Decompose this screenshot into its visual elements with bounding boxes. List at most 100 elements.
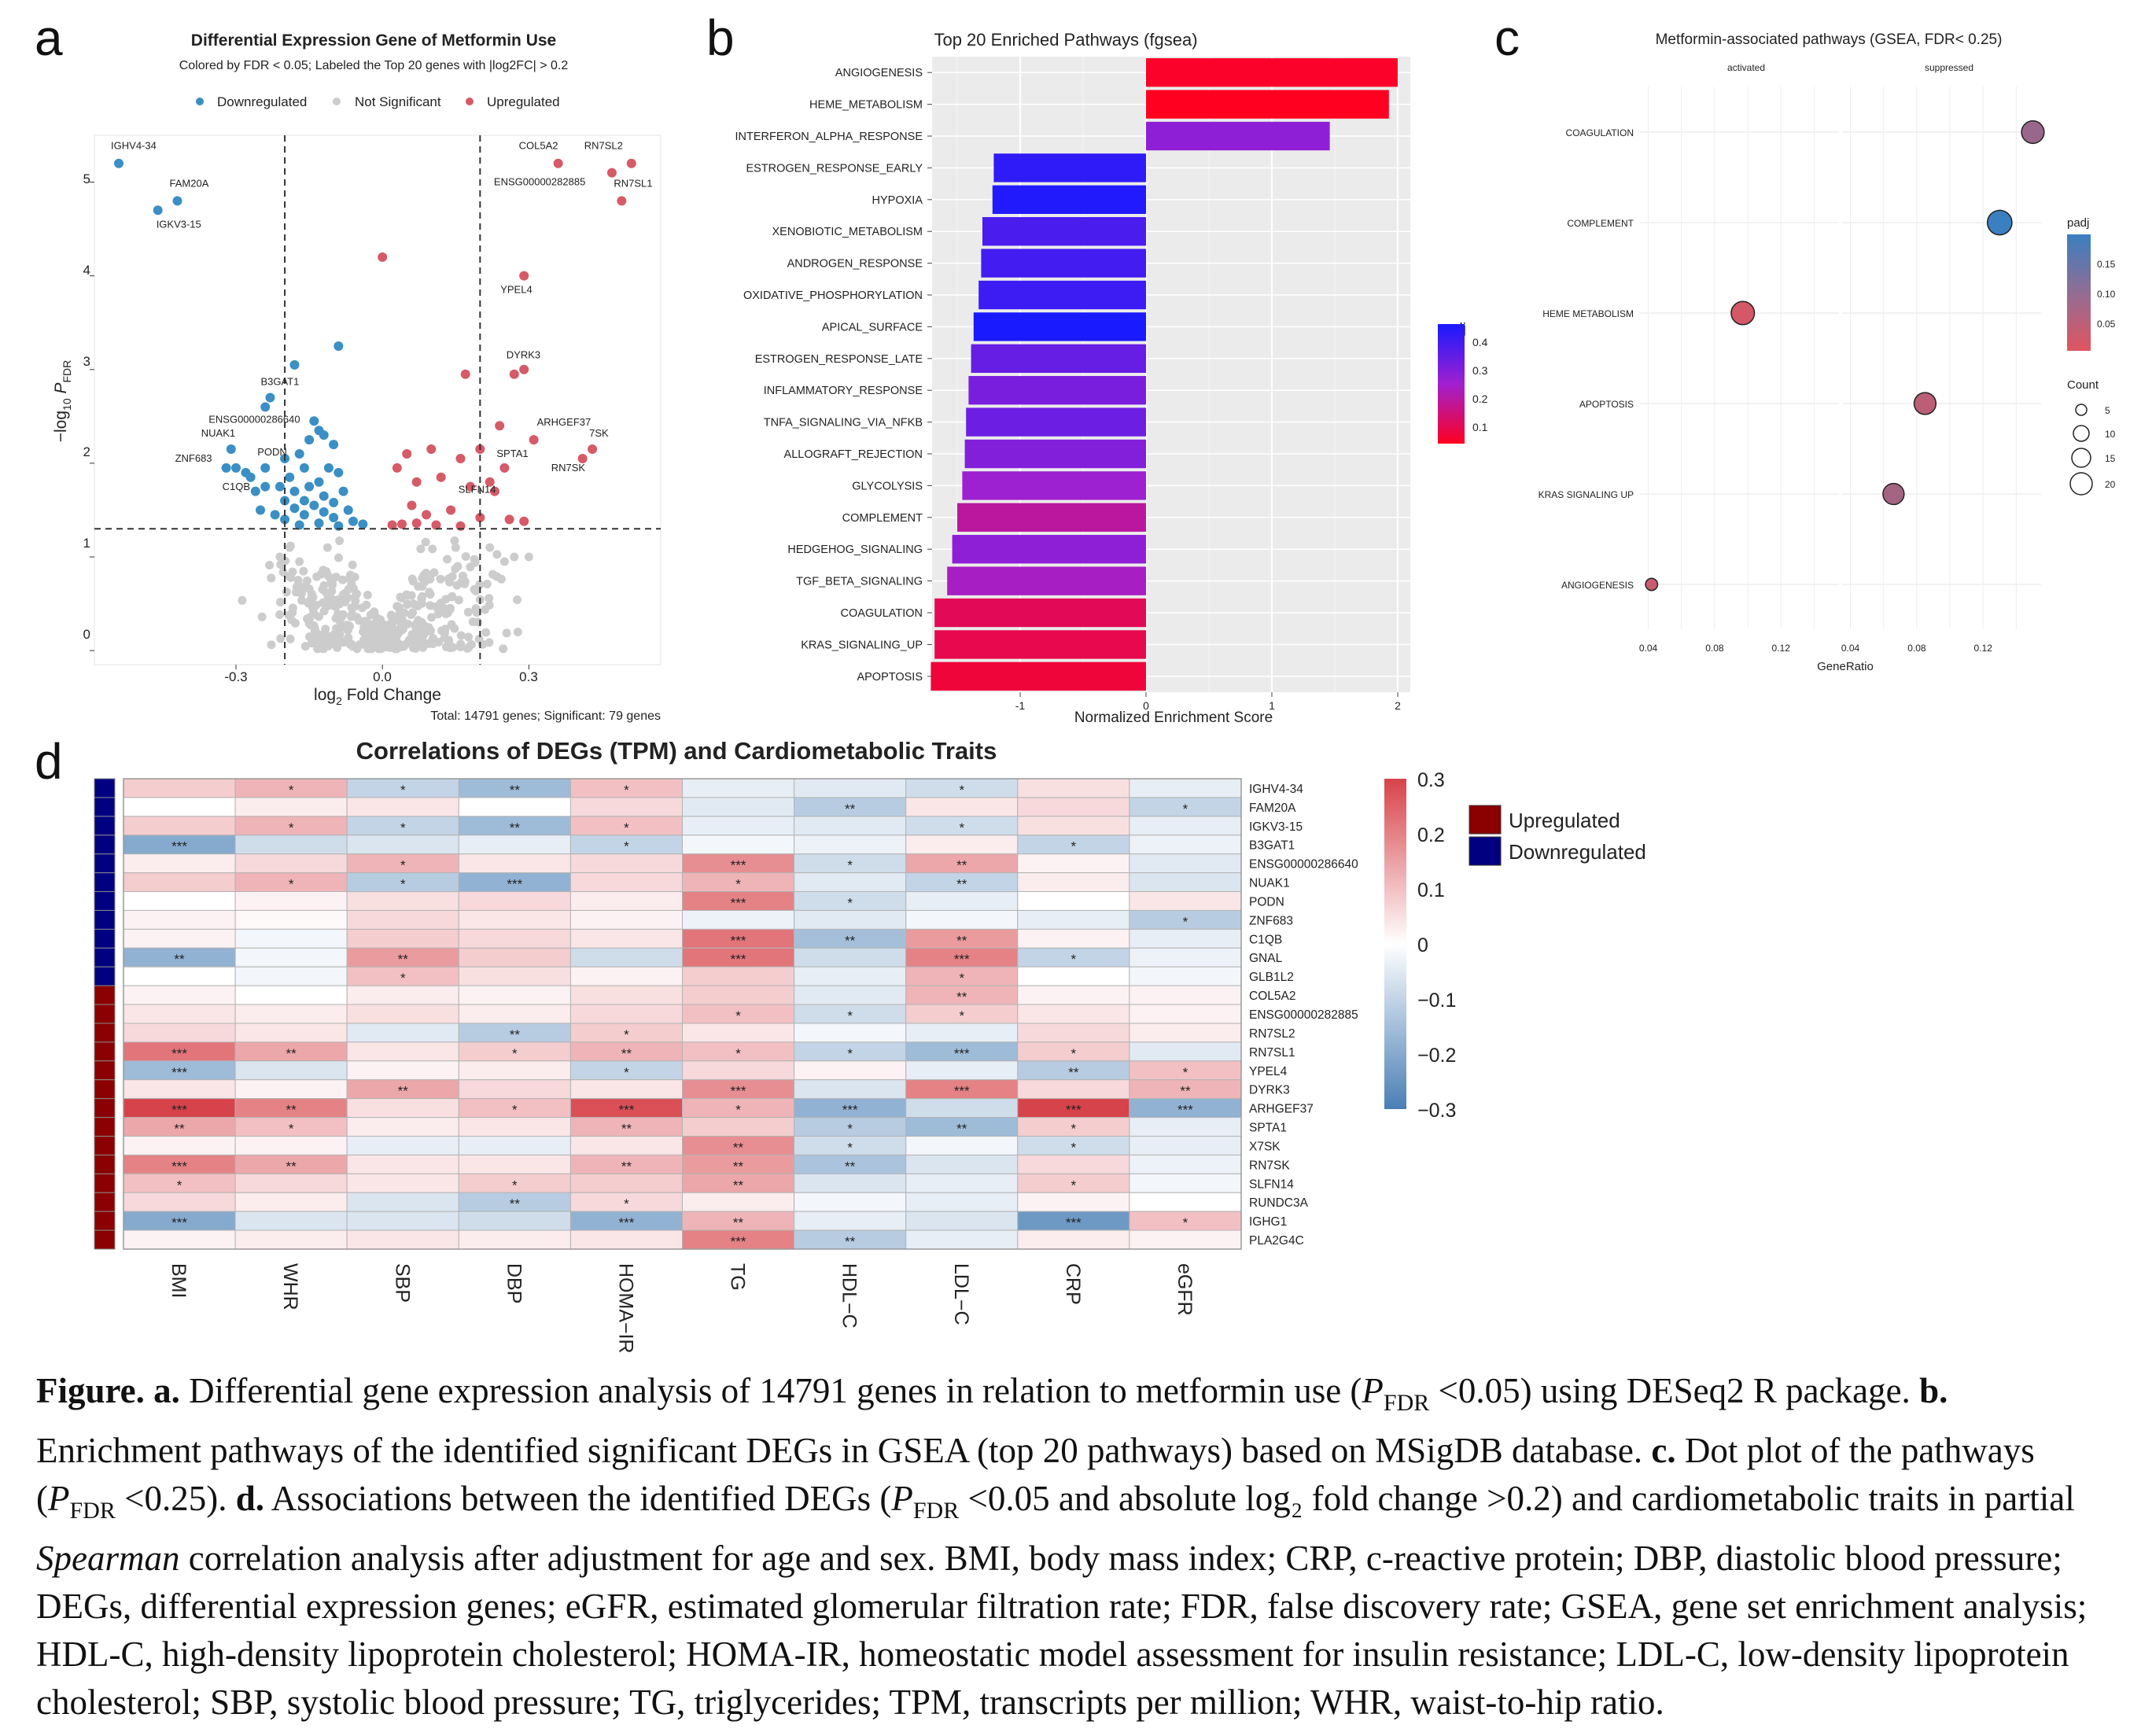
- heatmap-cell-star: ***: [731, 1234, 746, 1249]
- volcano-point-ns: [373, 635, 382, 643]
- volcano-point-ns: [426, 626, 435, 636]
- heatmap-cell-star: ***: [171, 1215, 187, 1230]
- volcano-point-ns: [485, 638, 494, 647]
- volcano-point-up: [407, 500, 417, 510]
- volcano-point-labeled: [499, 463, 510, 473]
- heatmap-cell: [905, 1211, 1019, 1231]
- heatmap-row-label: PLA2G4C: [1249, 1234, 1304, 1248]
- heatmap-cell-star: ***: [171, 839, 187, 854]
- heatmap-cell: [1017, 1192, 1130, 1212]
- heatmap-tick-6: −0.3: [1417, 1100, 1456, 1122]
- heatmap-cell-star: ***: [954, 1046, 970, 1061]
- volcano-ytick-0: 0: [83, 627, 90, 642]
- heatmap-cell: [234, 1211, 348, 1231]
- volcano-point-ns: [304, 584, 314, 594]
- volcano-point-down: [314, 518, 324, 529]
- volcano-point-ns: [463, 607, 473, 617]
- heatmap-cell-star: *: [959, 1008, 964, 1023]
- heatmap-cell-star: **: [510, 783, 521, 798]
- volcano-point-ns: [405, 636, 415, 645]
- heatmap-cell: [123, 1023, 236, 1043]
- heatmap-cell: [346, 1117, 459, 1137]
- enrich-bar: [962, 471, 1146, 500]
- heatmap-tick-4: −0.1: [1417, 990, 1456, 1012]
- enrich-panel: [932, 57, 1410, 692]
- volcano-gene-label: DYRK3: [507, 349, 540, 361]
- volcano-point-ns: [278, 568, 288, 577]
- heatmap-row-group: [94, 1173, 116, 1193]
- heatmap-cell: [794, 816, 907, 836]
- heatmap-col-label: TG: [727, 1263, 749, 1291]
- heatmap-cell: [794, 1023, 907, 1043]
- heatmap-cell-star: *: [512, 1046, 518, 1061]
- heatmap-cell-star: *: [1183, 1065, 1188, 1080]
- volcano-point-labeled: [260, 402, 271, 412]
- enrich-category-label: TNFA_SIGNALING_VIA_NFKB: [764, 417, 923, 429]
- volcano-point-labeled: [260, 463, 271, 473]
- heatmap-cell: [234, 928, 348, 949]
- legend-ns-label: Not Significant: [355, 94, 441, 109]
- group-legend-down-label: Downregulated: [1509, 840, 1646, 864]
- heatmap-cell-star: *: [847, 1046, 853, 1061]
- heatmap-cell: [794, 947, 907, 968]
- heatmap-cell: [682, 1192, 795, 1212]
- volcano-point-labeled: [114, 158, 124, 168]
- volcano-panel: [94, 135, 661, 665]
- volcano-point-ns: [456, 643, 466, 651]
- volcano-point-down: [289, 503, 300, 514]
- heatmap-cell: [1017, 966, 1130, 986]
- panel-b-label: b: [706, 9, 735, 66]
- volcano-gene-label: SLFN14: [459, 484, 496, 496]
- volcano-gene-label: RN7SK: [551, 462, 586, 474]
- enrich-legend: padj 0.4 0.3 0.2 0.1: [1438, 321, 1488, 444]
- enrich-category-label: COMPLEMENT: [842, 512, 923, 525]
- gsea-padj-tick-0: 0.15: [2097, 259, 2116, 270]
- heatmap-cell: [234, 985, 348, 1005]
- caption-fig: Figure.: [36, 1371, 145, 1410]
- heatmap-cell: [458, 1211, 571, 1231]
- heatmap-cell-star: *: [735, 1103, 741, 1118]
- heatmap-cell-star: ***: [1066, 1215, 1082, 1230]
- volcano-point-ns: [417, 599, 426, 608]
- volcano-point-ns: [282, 588, 291, 597]
- volcano-point-up: [402, 448, 412, 459]
- heatmap-cell: [234, 909, 348, 930]
- heatmap-cell: [1017, 985, 1130, 1005]
- volcano-point-ns: [387, 610, 396, 620]
- volcano-gene-label: COL5A2: [519, 140, 558, 152]
- heatmap-cell-star: ***: [731, 1084, 746, 1099]
- heatmap-cell: [682, 985, 795, 1005]
- volcano-point-ns: [482, 580, 492, 588]
- heatmap-cell: [1017, 891, 1130, 911]
- heatmap-tick-5: −0.2: [1417, 1045, 1456, 1067]
- volcano-point-ns: [267, 573, 276, 583]
- caption-p1: P: [1362, 1371, 1384, 1410]
- volcano-point-ns: [372, 615, 381, 625]
- heatmap-cell-star: *: [624, 1065, 629, 1080]
- heatmap-row-group: [94, 778, 116, 798]
- heatmap-cell: [794, 1211, 907, 1231]
- volcano-point-up: [489, 486, 499, 496]
- panel-c-label: c: [1494, 9, 1520, 66]
- heatmap-cell: [794, 835, 907, 855]
- volcano-gene-label: IGKV3-15: [157, 218, 201, 230]
- heatmap-row-group: [94, 1192, 116, 1212]
- caption-d-text: Associations between the identified DEGs…: [264, 1479, 892, 1518]
- gsea-count-20: [2069, 472, 2093, 496]
- gsea-dot-plot: Metformin-associated pathways (GSEA, FDR…: [1539, 31, 2116, 673]
- heatmap-cell: [905, 1135, 1019, 1155]
- volcano-point-ns: [334, 610, 343, 618]
- heatmap-cell: [1017, 816, 1130, 836]
- heatmap-cell: [794, 778, 907, 798]
- enrich-marks: ANGIOGENESIS HEME_METABOLISM INTERFERON_AL…: [735, 57, 1410, 712]
- volcano-point-ns: [416, 544, 426, 554]
- enrich-legend-tick-1: 0.3: [1472, 364, 1488, 377]
- group-legend-up-label: Upregulated: [1509, 809, 1620, 832]
- legend-up-dot: [466, 98, 474, 105]
- enrich-legend-tick-3: 0.1: [1472, 421, 1488, 433]
- enrich-xtick-label: 0: [1143, 699, 1149, 712]
- heatmap-row-group: [94, 1154, 116, 1174]
- heatmap-cell-star: **: [845, 802, 856, 816]
- volcano-point-labeled: [529, 435, 539, 445]
- heatmap-cell: [123, 853, 236, 874]
